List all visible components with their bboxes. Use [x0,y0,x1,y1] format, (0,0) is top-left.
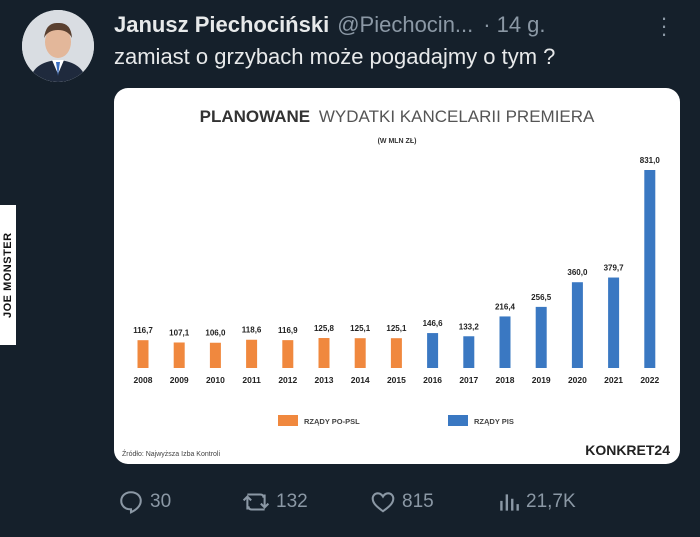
views-button[interactable]: 21,7K [498,484,576,520]
tweet-header: Janusz Piechociński @Piechocin... · 14 g… [114,10,680,40]
bar-2014 [354,338,366,368]
retweet-icon [242,493,270,511]
legend-group: RZĄDY PO-PSL RZĄDY PIS [278,415,514,426]
value-label-2008: 116,7 [133,326,153,335]
category-label-2017: 2017 [459,375,478,385]
chart-title-rest: WYDATKI KANCELARII PREMIERA [319,107,595,126]
value-label-2019: 256,5 [531,293,552,302]
value-label-2018: 216,4 [495,302,516,311]
category-label-2011: 2011 [242,375,261,385]
bar-2013 [318,338,330,368]
bar-2010 [209,342,221,368]
category-label-2013: 2013 [315,375,334,385]
value-label-2022: 831,0 [640,156,661,165]
value-label-2009: 107,1 [169,328,190,337]
category-label-2016: 2016 [423,375,442,385]
value-label-2010: 106,0 [205,329,226,338]
like-button[interactable]: 815 [370,484,434,520]
action-bar: 30 132 815 21,7K [114,484,634,520]
watermark: JOE MONSTER [0,205,16,345]
retweet-button[interactable]: 132 [242,484,308,520]
author-handle[interactable]: @Piechocin... [337,12,474,37]
bar-2011 [246,339,258,368]
category-label-2015: 2015 [387,375,406,385]
reply-button[interactable]: 30 [118,484,171,520]
value-label-2014: 125,1 [350,324,371,333]
bars-group: 116,7 2008 107,1 2009 106,0 2010 118,6 2011 116,… [133,156,660,385]
timestamp[interactable]: 14 g. [496,12,546,37]
category-label-2010: 2010 [206,375,225,385]
category-label-2022: 2022 [640,375,659,385]
bar-2009 [173,342,185,368]
bar-2022 [644,170,656,368]
value-label-2020: 360,0 [567,268,588,277]
bar-2019 [535,306,547,368]
category-label-2014: 2014 [351,375,370,385]
category-label-2008: 2008 [134,375,153,385]
svg-text:PLANOWANE WYDATKI KANCEL: PLANOWANE WYDATKI KANCELARII PREMIERA [200,107,595,126]
value-label-2011: 118,6 [242,326,262,335]
bar-2015 [390,338,402,368]
reply-icon [120,491,142,514]
legend-label-1: RZĄDY PIS [474,417,514,426]
retweet-count: 132 [276,491,308,512]
legend-label-0: RZĄDY PO-PSL [304,417,360,426]
value-label-2016: 146,6 [423,319,444,328]
more-options-icon[interactable]: · · · [660,5,668,46]
bar-2008 [137,340,149,368]
reply-count: 30 [150,491,172,512]
category-label-2020: 2020 [568,375,587,385]
heart-icon [371,492,395,513]
expense-chart: PLANOWANE WYDATKI KANCELARII PREMIERA (W… [122,107,670,458]
like-count: 815 [402,491,434,512]
bar-2021 [608,277,620,368]
category-label-2021: 2021 [604,375,623,385]
views-count: 21,7K [526,491,576,512]
views-icon [500,494,519,511]
legend-swatch-0 [278,415,298,426]
avatar[interactable] [22,10,94,82]
bar-2016 [427,333,439,368]
value-label-2021: 379,7 [604,264,625,273]
separator-dot: · [483,12,491,37]
bar-2017 [463,336,475,368]
category-label-2009: 2009 [170,375,189,385]
category-label-2012: 2012 [278,375,297,385]
chart-brand: KONKRET24 [585,442,670,458]
author-name[interactable]: Janusz Piechociński [114,12,330,37]
bar-2012 [282,340,294,368]
category-label-2018: 2018 [496,375,515,385]
category-label-2019: 2019 [532,375,551,385]
bar-2018 [499,316,511,368]
value-label-2012: 116,9 [278,326,298,335]
bar-2020 [571,282,583,368]
value-label-2015: 125,1 [386,324,407,333]
chart-subtitle: (W MLN ZŁ) [378,138,417,145]
tweet-image[interactable]: PLANOWANE WYDATKI KANCELARII PREMIERA (W… [114,88,680,464]
chart-source: Źródło: Najwyższa Izba Kontroli [122,449,220,458]
legend-swatch-1 [448,415,468,426]
chart-title-bold: PLANOWANE [200,107,311,126]
value-label-2017: 133,2 [459,322,480,331]
value-label-2013: 125,8 [314,324,335,333]
tweet-text: zamiast o grzybach może pogadajmy o tym … [114,44,556,69]
